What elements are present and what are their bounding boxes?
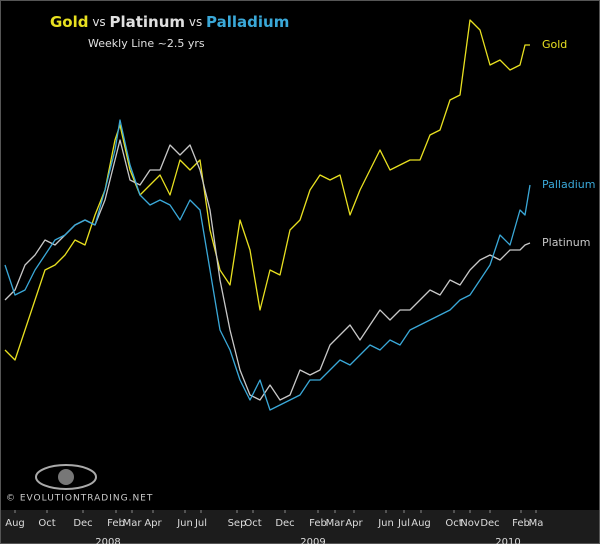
chart-subtitle: Weekly Line ~2.5 yrs (88, 37, 205, 50)
x-tick-label: Feb (512, 518, 530, 529)
title-vs: vs (89, 15, 110, 29)
x-tick-label: Aug (5, 518, 25, 529)
title-platinum: Platinum (109, 13, 185, 31)
series-line (4, 19, 530, 361)
x-axis-band (0, 510, 600, 544)
x-tick-label: Ma (529, 518, 544, 529)
title-palladium: Palladium (206, 13, 289, 31)
x-tick-label: Feb (107, 518, 125, 529)
logo-iris (58, 469, 74, 485)
x-tick-label: Jul (397, 518, 410, 529)
chart-title: Gold vs Platinum vs Palladium (50, 13, 289, 31)
x-tick-label: Dec (480, 518, 499, 529)
x-tick-label: Jun (176, 518, 193, 529)
legend-label: Gold (542, 38, 567, 51)
x-year-label: 2008 (95, 537, 120, 544)
x-tick-label: Jul (194, 518, 207, 529)
x-tick-label: Mar (326, 518, 346, 529)
watermark: © EVOLUTIONTRADING.NET (6, 494, 153, 504)
x-tick-label: Oct (38, 518, 55, 529)
x-tick-label: Nov (460, 518, 480, 529)
x-tick-label: Oct (244, 518, 261, 529)
x-tick-label: Apr (144, 518, 162, 529)
x-tick-label: Dec (73, 518, 92, 529)
x-tick-label: Apr (345, 518, 363, 529)
x-year-label: 2009 (300, 537, 325, 544)
series-line (4, 119, 531, 411)
x-tick-label: Dec (275, 518, 294, 529)
x-tick-label: Sep (228, 518, 247, 529)
x-tick-label: Aug (411, 518, 431, 529)
x-year-label: 2010 (495, 537, 520, 544)
x-tick-label: Jun (377, 518, 394, 529)
title-gold: Gold (50, 13, 89, 31)
legend-label: Palladium (542, 178, 595, 191)
logo-eye (35, 464, 97, 490)
logo (35, 464, 97, 490)
x-tick-label: Feb (309, 518, 327, 529)
title-vs: vs (185, 15, 206, 29)
legend-label: Platinum (542, 236, 590, 249)
x-tick-label: Oct (445, 518, 462, 529)
x-tick-label: Mar (123, 518, 143, 529)
